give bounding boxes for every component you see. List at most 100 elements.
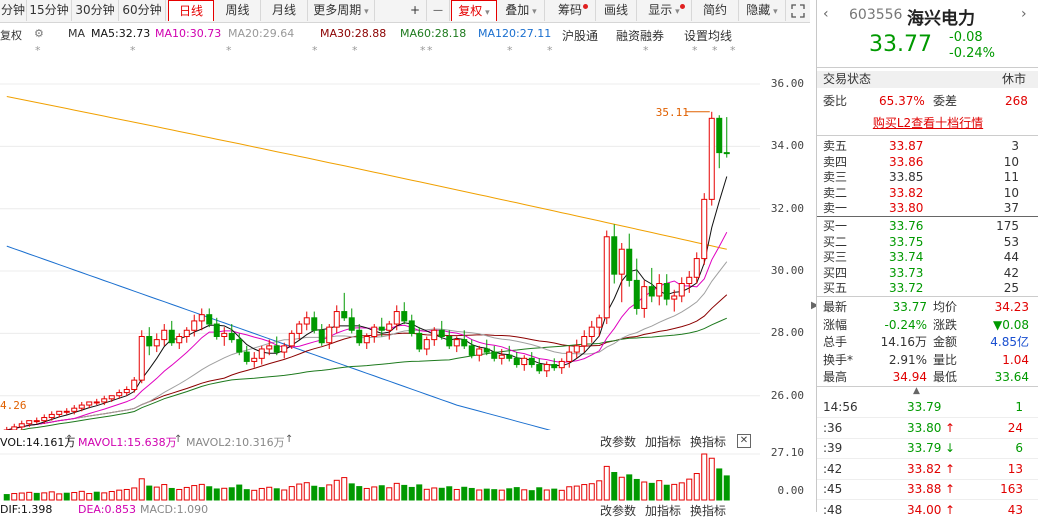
change-params-button[interactable]: 改参数 [600, 435, 637, 449]
tick-volume: 43 [1007, 502, 1023, 517]
tab-more-periods[interactable]: 更多周期 [308, 0, 375, 21]
stat-label: 换手* [823, 352, 854, 367]
divider [817, 478, 1038, 480]
event-marker-icon[interactable]: * [352, 44, 358, 57]
volume-bar [423, 488, 430, 501]
event-marker-icon[interactable]: * [130, 44, 136, 57]
ask-volume: 10 [1003, 154, 1019, 169]
candle-body [551, 364, 558, 369]
candle-body [281, 345, 288, 353]
volume-bar [536, 487, 543, 501]
event-marker-icon[interactable]: * [643, 44, 649, 57]
stat-value: 33.64 [994, 370, 1029, 384]
low-mark-label: 4.26 [0, 399, 27, 412]
event-marker-icon[interactable]: * [312, 44, 318, 57]
fullscreen-icon[interactable] [788, 0, 808, 21]
volume-bar [401, 484, 408, 501]
next-stock-icon[interactable]: › [1021, 6, 1027, 22]
event-marker-icon[interactable]: * [730, 44, 736, 57]
volume-bar [356, 486, 363, 501]
hide-button[interactable]: 隐藏 [739, 0, 786, 21]
candle-body [671, 295, 678, 300]
volume-chart[interactable] [0, 450, 760, 502]
candle-body [431, 329, 438, 341]
event-marker-icon[interactable]: * [507, 44, 513, 57]
candle-body [86, 401, 93, 406]
bid-label: 买二 [823, 234, 848, 249]
candle-body [626, 248, 633, 281]
volume-bar [618, 476, 625, 501]
volume-bar [648, 482, 655, 501]
buy-l2-link[interactable]: 购买L2查看十档行情 [872, 116, 984, 130]
candle-body [483, 348, 490, 353]
quote-header: ‹ 603556 海兴电力 › 33.77 -0.08 -0.24% [817, 0, 1038, 66]
tab-daily[interactable]: 日线 [168, 0, 214, 21]
zoom-in-button[interactable]: + [404, 0, 427, 21]
collapse-panel-icon[interactable]: ▶ [811, 300, 819, 311]
candle-body [138, 336, 145, 381]
margin-link[interactable]: 融资融券 [616, 29, 665, 43]
volume-bar [408, 486, 415, 501]
change-params-button[interactable]: 改参数 [600, 504, 637, 518]
candle-body [318, 329, 325, 344]
volume-bar [108, 491, 115, 501]
adjust-price-button[interactable]: 复权 [451, 0, 497, 21]
stat-label: 最低 [933, 370, 958, 384]
simple-mode-button[interactable]: 简约 [692, 0, 739, 21]
volume-bar [566, 486, 573, 501]
bid-label: 买一 [823, 219, 848, 233]
display-button[interactable]: 显示 [637, 0, 692, 21]
bid-volume: 175 [996, 219, 1019, 233]
tab-minute[interactable]: 分钟 [0, 0, 27, 21]
volume-bar [461, 486, 468, 501]
event-marker-icon[interactable]: * [427, 44, 433, 57]
kline-chart[interactable]: 35.11 [0, 56, 760, 430]
tab-weekly[interactable]: 周线 [215, 0, 261, 21]
event-marker-icon[interactable]: * [226, 44, 232, 57]
tab-60min[interactable]: 60分钟 [119, 0, 166, 21]
stat-row: 最新 33.77 均价 34.23 [817, 299, 1038, 316]
tick-time: 14:56 [823, 400, 858, 414]
divider [817, 67, 1038, 68]
tab-30min[interactable]: 30分钟 [72, 0, 119, 21]
volume-bar [363, 487, 370, 501]
volume-bar [86, 493, 93, 501]
arrow-up-icon: ↑ [945, 502, 956, 517]
candle-body [93, 401, 100, 404]
ma5-value: MA5:32.73 [91, 27, 151, 40]
chip-distribution-button[interactable]: 筹码 [545, 0, 596, 21]
expand-arrow-icon[interactable]: ▲ [913, 386, 920, 396]
event-marker-icon[interactable]: * [35, 44, 41, 57]
tab-15min[interactable]: 15分钟 [27, 0, 72, 21]
stock-name: 海兴电力 [907, 9, 975, 29]
tab-monthly[interactable]: 月线 [261, 0, 308, 21]
tick-volume: 1 [1015, 400, 1023, 414]
prev-stock-icon[interactable]: ‹ [823, 6, 829, 22]
stat-label: 总手 [823, 335, 848, 349]
switch-indicator-button[interactable]: 换指标 [690, 435, 727, 449]
event-marker-icon[interactable]: * [712, 44, 718, 57]
draw-line-button[interactable]: 画线 [596, 0, 637, 21]
volume-bar [513, 487, 520, 501]
switch-indicator-button[interactable]: 换指标 [690, 504, 727, 518]
event-marker-icon[interactable]: * [692, 44, 698, 57]
volume-bar [588, 483, 595, 501]
add-indicator-button[interactable]: 加指标 [645, 435, 682, 449]
volume-bar [296, 483, 303, 501]
tick-volume: 6 [1015, 441, 1023, 455]
add-indicator-button[interactable]: 加指标 [645, 504, 682, 518]
settings-gear-icon[interactable]: ⚙ [34, 27, 44, 40]
candle-body [176, 336, 183, 344]
overlay-button[interactable]: 叠加 [498, 0, 545, 21]
hgt-link[interactable]: 沪股通 [562, 29, 599, 43]
candle-body [251, 357, 258, 362]
candle-body [311, 317, 318, 331]
event-marker-icon[interactable]: * [420, 44, 426, 57]
zoom-out-button[interactable]: — [427, 0, 450, 21]
macd-header: DIF:1.398 DEA:0.853 MACD:1.090 改参数 加指标 换… [0, 503, 760, 518]
volume-bar [153, 486, 160, 501]
weicha-value: 268 [1005, 94, 1028, 108]
event-marker-icon[interactable]: * [547, 44, 553, 57]
close-icon[interactable]: ✕ [737, 434, 751, 448]
ma-settings-button[interactable]: 设置均线 [684, 29, 733, 43]
